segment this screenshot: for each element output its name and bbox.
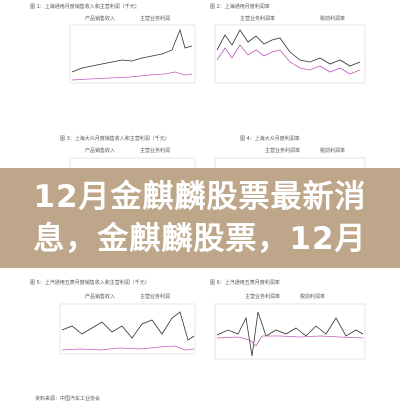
line <box>61 311 195 341</box>
panel: 图 1：上海通用月度销售收入和主营利润（千元） 产品销售收入 主营业务利润 <box>30 3 196 84</box>
plot-frame <box>69 24 196 84</box>
line <box>61 345 195 351</box>
plot-frame <box>214 303 366 360</box>
line <box>71 71 193 81</box>
panel-title: 图 2：上海通用月度利润率 <box>210 3 270 10</box>
legend-entry: 产品销售收入 <box>85 147 115 154</box>
panel-title: 图 5：上汽通用五菱月度销售收入和主营利润（千元） <box>30 279 150 286</box>
plot-frame <box>214 24 366 84</box>
banner-line: 12月金麒麟股票最新消 <box>33 179 367 215</box>
legend-entry: 主营业务利润率 <box>265 147 300 154</box>
banner-line: 息，金麒麟股票，12月 <box>33 221 367 257</box>
legend-entry: 主营业务利润 <box>140 147 170 154</box>
title-banner: 12月金麒麟股票最新消 息，金麒麟股票，12月 <box>0 168 400 268</box>
panel-title: 图 1：上海通用月度销售收入和主营利润（千元） <box>30 3 140 10</box>
panel: 图 6：上汽通用五菱月度利润率 主营业务利润率 税前利润率 <box>210 279 366 360</box>
legend-entry: 产品销售收入 <box>85 293 115 300</box>
panel-title: 图 3：上海大众月度销售收入和主营利润（千元） <box>60 135 170 142</box>
panel: 图 2：上海通用月度利润率 主营业务利润率 税前利润率 <box>210 3 366 84</box>
panel-title: 图 4：上海大众月度利润率 <box>240 135 300 142</box>
legend-entry: 主营业务利润 <box>140 293 170 300</box>
plot-frame <box>59 303 196 355</box>
line <box>216 44 361 75</box>
legend-entry: 主营业务利润 <box>140 15 170 22</box>
legend-entry: 税前利润率 <box>320 147 345 154</box>
panel: 图 5：上汽通用五菱月度销售收入和主营利润（千元） 产品销售收入 主营业务利润 <box>30 279 196 355</box>
legend-entry: 主营业务利润率 <box>240 15 275 22</box>
line <box>216 335 364 347</box>
legend-entry: 税前利润率 <box>300 293 325 300</box>
line <box>71 28 193 73</box>
panel-title: 图 6：上汽通用五菱月度利润率 <box>210 279 280 286</box>
legend-entry: 产品销售收入 <box>85 15 115 22</box>
line <box>216 311 364 357</box>
line <box>216 29 361 67</box>
source-note: 资料来源：中国汽车工业协会 <box>35 395 100 402</box>
legend-entry: 主营业务利润率 <box>245 293 280 300</box>
legend-entry: 税前利润率 <box>320 15 345 22</box>
